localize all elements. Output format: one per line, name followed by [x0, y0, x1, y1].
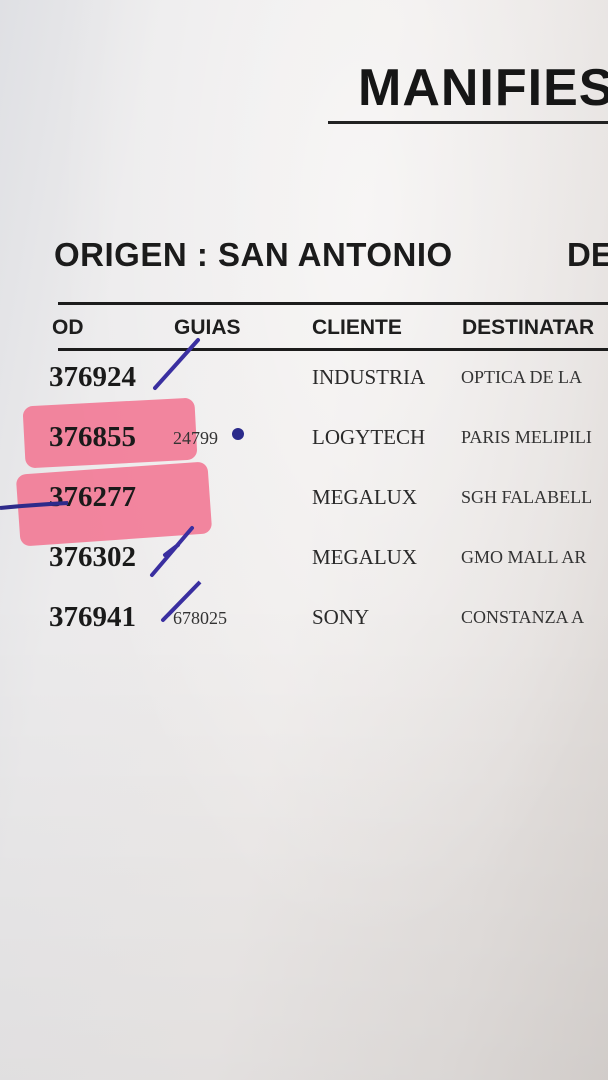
guias-cell: 24799	[173, 428, 218, 448]
guias-cell: 678025	[173, 608, 227, 628]
destination-label: DE	[567, 236, 608, 273]
header-destinatario: DESTINATAR	[462, 316, 595, 339]
destinatario-cell: SGH FALABELL	[461, 487, 593, 507]
header-guias: GUIAS	[174, 316, 241, 339]
cliente-cell: LOGYTECH	[312, 425, 426, 449]
cod-cell: 376302	[49, 541, 136, 573]
destinatario-cell: CONSTANZA A	[461, 607, 585, 627]
header-cod: OD	[52, 316, 84, 339]
header-bottom-rule	[58, 348, 608, 351]
destinatario-cell: GMO MALL AR	[461, 547, 587, 567]
cod-cell: 376277	[49, 481, 136, 513]
cod-cell: 376855	[49, 421, 136, 453]
title-underline	[328, 121, 608, 124]
cliente-cell: MEGALUX	[312, 545, 417, 569]
header-cliente: CLIENTE	[312, 316, 402, 339]
pen-dot	[232, 428, 244, 440]
cod-cell: 376924	[49, 361, 136, 393]
check-mark-icon	[161, 580, 202, 622]
cliente-cell: INDUSTRIA	[312, 365, 426, 389]
document-title: MANIFIES	[358, 59, 608, 117]
check-mark-icon	[153, 338, 200, 390]
table-top-rule	[58, 302, 608, 305]
cliente-cell: SONY	[312, 605, 370, 629]
cliente-cell: MEGALUX	[312, 485, 417, 509]
destinatario-cell: PARIS MELIPILI	[461, 427, 592, 447]
check-mark-icon	[150, 526, 194, 577]
pen-line	[0, 501, 69, 510]
origin-label: ORIGEN : SAN ANTONIO	[54, 236, 453, 273]
destinatario-cell: OPTICA DE LA	[461, 367, 582, 387]
cod-cell: 376941	[49, 601, 136, 633]
